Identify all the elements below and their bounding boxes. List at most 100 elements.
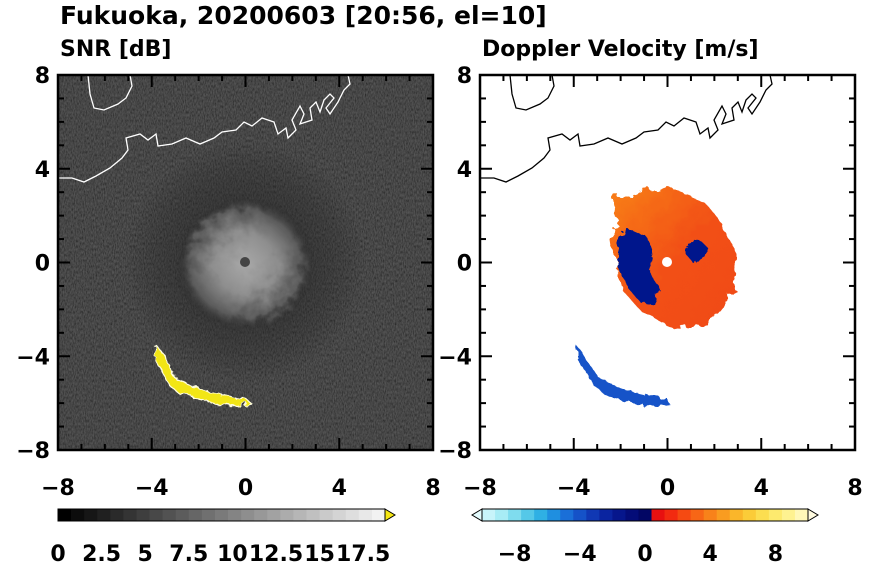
doppler-colorbar-tick-label: −8 [498,542,532,567]
doppler-colorbar-cell [573,509,587,521]
snr-colorbar-tick-label: 5 [138,542,153,567]
doppler-panel-title: Doppler Velocity [m/s] [482,37,759,62]
doppler-colorbar-cell [664,509,678,521]
doppler-ytick-label: −8 [438,439,472,464]
snr-colorbar-cell [188,509,203,521]
snr-colorbar-cell [371,509,386,521]
doppler-colorbar-cell [703,509,718,521]
snr-colorbar-cell [319,509,334,521]
doppler-colorbar-cell [677,509,692,521]
snr-colorbar-cell [136,509,150,521]
doppler-colorbar-cell [651,509,665,521]
snr-colorbar-cell [306,509,320,521]
doppler-xtick-label: 0 [660,476,675,501]
snr-colorbar-cell [149,509,164,521]
snr-colorbar-tick-label: 12.5 [249,542,303,567]
snr-xtick-label: −4 [135,476,169,501]
doppler-colorbar-frame [481,508,809,522]
doppler-colorbar-cell [690,509,705,521]
doppler-xtick-label: −8 [463,476,497,501]
doppler-colorbar-cell [781,509,796,521]
doppler-colorbar-cell [612,509,626,521]
snr-colorbar-tick-label: 10 [217,542,248,567]
doppler-colorbar-cell [534,509,548,521]
snr-colorbar-cell [58,509,72,521]
doppler-colorbar-cell [755,509,770,521]
doppler-axes: −8 −4 0 4 8 −8 −4 0 4 8 [438,64,862,501]
doppler-xtick-label: 4 [754,476,769,501]
doppler-ytick-label: 8 [457,64,472,89]
doppler-colorbar-cell [482,509,496,521]
doppler-radar-site [662,257,672,267]
snr-xtick-label: −8 [41,476,75,501]
snr-xtick-label: 0 [238,476,253,501]
doppler-southwest-band [576,345,670,406]
snr-colorbar-cell [241,509,255,521]
snr-colorbar-tick-label: 15 [304,542,335,567]
snr-colorbar-cell [201,509,216,521]
snr-colorbar-cell [345,509,360,521]
snr-colorbar-cell [358,509,373,521]
doppler-ytick-label: −4 [438,345,472,370]
doppler-panel: Doppler Velocity [m/s] −8 −4 0 4 8 −8 −4 0 4 8 −8… [438,37,862,567]
snr-radar-site [240,257,250,267]
snr-colorbar-cell [84,509,98,521]
doppler-ytick-label: 4 [457,158,472,183]
doppler-colorbar-cell [599,509,613,521]
doppler-xtick-label: 8 [847,476,862,501]
snr-southwest-band [153,343,254,408]
snr-colorbar-extend-high [384,508,396,522]
snr-colorbar-cell [254,509,268,521]
snr-colorbar: 0 2.5 5 7.5 10 12.5 15 17.5 [50,508,396,567]
doppler-colorbar-cell [521,509,535,521]
snr-panel-title: SNR [dB] [60,37,171,62]
doppler-ytick-label: 0 [457,252,472,277]
snr-colorbar-cell [267,509,281,521]
figure-title: Fukuoka, 20200603 [20:56, el=10] [60,1,547,30]
doppler-approaching-lobe-west [618,230,660,304]
snr-ytick-label: 4 [35,158,50,183]
snr-colorbar-cell [332,509,347,521]
doppler-colorbar-cell [729,509,744,521]
doppler-colorbar-cell [638,509,652,521]
snr-colorbar-tick-label: 17.5 [336,542,390,567]
snr-colorbar-cell [280,509,294,521]
snr-ytick-label: 0 [35,252,50,277]
snr-colorbar-cell [228,509,242,521]
doppler-colorbar-cell [794,509,809,521]
doppler-coastline [480,75,773,183]
snr-colorbar-cell [175,509,190,521]
doppler-colorbar-cell [716,509,731,521]
snr-ytick-label: 8 [35,64,50,89]
snr-ytick-label: −8 [16,439,50,464]
doppler-colorbar-cell [547,509,561,521]
doppler-colorbar-tick-label: −4 [563,542,597,567]
snr-colorbar-cell [110,509,124,521]
doppler-colorbar-tick-label: 0 [637,542,652,567]
snr-colorbar-tick-label: 2.5 [82,542,121,567]
snr-colorbar-cell [162,509,177,521]
doppler-colorbar-tick-label: 4 [703,542,718,567]
doppler-colorbar-cell [768,509,783,521]
snr-colorbar-cell [71,509,85,521]
snr-axes: −8 −4 0 4 8 −8 −4 0 4 8 [16,64,440,501]
snr-panel: SNR [dB] −8 −4 0 4 8 −8 −4 0 4 8 0 2.5 5 7.5 10 12.5 15… [16,37,440,567]
doppler-approaching-lobe-east [686,240,708,262]
doppler-colorbar-cell [586,509,600,521]
snr-colorbar-cell [123,509,137,521]
snr-colorbar-tick-label: 0 [50,542,65,567]
doppler-colorbar: −8 −4 0 4 8 [471,508,819,567]
doppler-colorbar-tick-label: 8 [768,542,783,567]
snr-coastline [58,75,351,183]
snr-colorbar-tick-label: 7.5 [169,542,208,567]
doppler-xtick-label: −4 [557,476,591,501]
doppler-colorbar-extend-low [471,508,483,522]
snr-colorbar-cell [97,509,111,521]
snr-colorbar-frame [57,508,386,522]
snr-xtick-label: 4 [332,476,347,501]
snr-colorbar-cell [214,509,229,521]
doppler-colorbar-cell [742,509,757,521]
doppler-colorbar-cell [625,509,639,521]
doppler-colorbar-extend-high [807,508,819,522]
